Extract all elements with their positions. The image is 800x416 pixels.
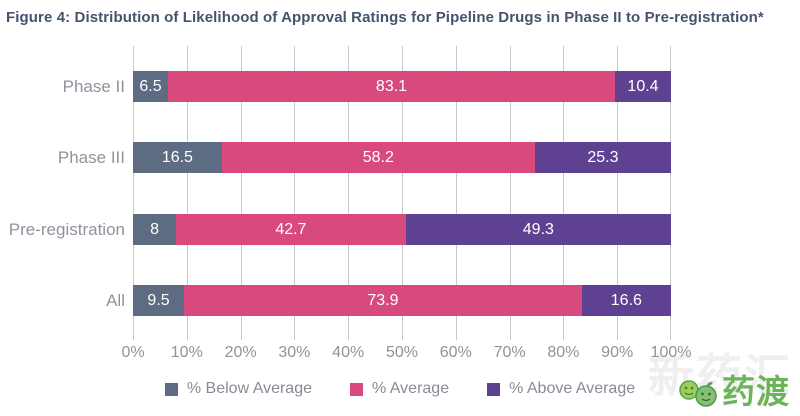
bar-row-pre-registration: 8 42.7 49.3 xyxy=(133,214,671,245)
x-tick-label-50%: 50% xyxy=(385,344,419,361)
bar-row-phase-iii: 16.5 58.2 25.3 xyxy=(133,142,671,173)
category-label-pre-registration: Pre-registration xyxy=(8,220,125,239)
bar-segment-above-average: 10.4 xyxy=(615,71,671,102)
gridline-90% xyxy=(617,46,619,340)
gridline-20% xyxy=(240,46,242,340)
legend-swatch xyxy=(487,382,501,396)
bar-value-label: 16.5 xyxy=(161,148,193,166)
category-label-phase-iii: Phase III xyxy=(57,148,125,167)
bar-value-label: 16.6 xyxy=(610,291,642,309)
x-tick-label-0%: 0% xyxy=(121,344,145,361)
bar-segment-average: 73.9 xyxy=(184,285,582,316)
gridline-30% xyxy=(294,46,296,340)
bar-value-label: 6.5 xyxy=(139,77,162,95)
bar-row-all: 9.5 73.9 16.6 xyxy=(133,285,671,316)
legend-label: % Average xyxy=(372,380,450,397)
x-axis-tick-labels: 0% 10% 20% 30% 40% 50% 60% 70% 80% 90% 100% xyxy=(121,344,691,364)
bar-segment-above-average: 49.3 xyxy=(405,214,671,245)
bar-value-label: 10.4 xyxy=(627,77,659,95)
gridline-40% xyxy=(348,46,350,340)
bar-value-label: 8 xyxy=(150,220,159,238)
bar-value-label: 73.9 xyxy=(367,291,399,309)
bar-segment-average: 58.2 xyxy=(221,142,535,173)
bar-segment-below-average: 8 xyxy=(133,214,177,245)
legend-swatch xyxy=(350,382,363,396)
category-label-all: All xyxy=(106,291,125,310)
bar-segment-below-average: 9.5 xyxy=(133,285,185,316)
bar-segment-average: 83.1 xyxy=(167,71,616,102)
x-tick-label-40%: 40% xyxy=(332,344,365,361)
bar-value-label: 83.1 xyxy=(375,77,408,95)
x-tick-label-100%: 100% xyxy=(650,344,692,361)
gridline-80% xyxy=(563,46,565,340)
gridline-10% xyxy=(186,46,188,340)
x-tick-label-60%: 60% xyxy=(439,344,472,361)
bar-value-label: 58.2 xyxy=(362,148,394,166)
gridline-60% xyxy=(455,46,457,340)
plot-area: 6.5 83.1 10.4 16.5 58.2 25.3 8 42.7 49.3 9.5 73.9 1… xyxy=(133,46,671,340)
legend-label: % Below Average xyxy=(186,380,312,397)
legend-label: % Above Average xyxy=(509,380,636,397)
legend-item-below-average: % Below Average xyxy=(164,380,312,398)
x-tick-label-80%: 80% xyxy=(547,344,580,361)
legend: % Below Average % Average % Above Average xyxy=(0,380,800,398)
bar-segment-below-average: 16.5 xyxy=(133,142,222,173)
category-label-phase-ii: Phase II xyxy=(62,77,125,96)
bar-segment-average: 42.7 xyxy=(176,214,406,245)
bar-segment-above-average: 25.3 xyxy=(534,142,671,173)
legend-swatch xyxy=(164,382,178,396)
bar-row-phase-ii: 6.5 83.1 10.4 xyxy=(133,71,671,102)
x-tick-label-10%: 10% xyxy=(170,344,203,361)
bar-value-label: 25.3 xyxy=(587,148,619,166)
gridline-70% xyxy=(509,46,511,340)
bar-value-label: 9.5 xyxy=(147,291,170,309)
x-tick-label-90%: 90% xyxy=(601,344,634,361)
gridline-100% xyxy=(670,46,671,340)
bar-segment-above-average: 16.6 xyxy=(581,285,671,316)
x-tick-label-70%: 70% xyxy=(493,344,526,361)
legend-item-average: % Average xyxy=(350,380,449,398)
bar-value-label: 49.3 xyxy=(522,220,554,238)
gridline-0% xyxy=(133,46,134,340)
chart-title: Figure 4: Distribution of Likelihood of … xyxy=(6,9,764,26)
bar-value-label: 42.7 xyxy=(275,220,307,238)
bar-segment-below-average: 6.5 xyxy=(133,71,168,102)
x-tick-label-30%: 30% xyxy=(278,344,311,361)
x-tick-label-20%: 20% xyxy=(224,344,257,361)
legend-item-above-average: % Above Average xyxy=(487,380,635,398)
gridline-50% xyxy=(402,46,403,340)
y-axis-category-labels: Phase II Phase III Pre-registration All xyxy=(0,46,125,340)
